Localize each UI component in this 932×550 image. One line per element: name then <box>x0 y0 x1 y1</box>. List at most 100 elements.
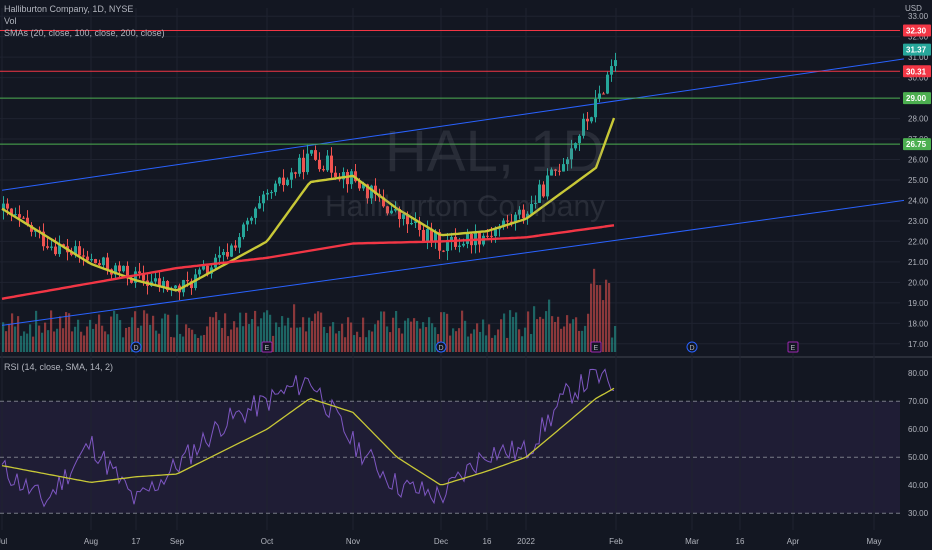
volume-bar <box>524 327 527 352</box>
volume-bar <box>374 324 377 352</box>
volume-bar <box>425 327 428 352</box>
volume-bar <box>83 335 86 352</box>
candle-body <box>74 246 77 255</box>
volume-bar <box>179 333 182 352</box>
volume-bar <box>347 317 350 352</box>
volume-bar <box>230 329 233 352</box>
volume-bar <box>311 321 314 352</box>
candle-body <box>270 192 273 194</box>
volume-bar <box>281 316 284 352</box>
volume-bar <box>203 334 206 352</box>
candle-body <box>318 159 321 170</box>
time-axis-tick: Oct <box>261 537 274 546</box>
volume-bar <box>413 318 416 352</box>
volume-bar <box>596 285 599 352</box>
volume-bar <box>470 333 473 352</box>
volume-bar <box>98 314 101 352</box>
volume-bar <box>62 328 65 352</box>
candle-body <box>274 183 277 193</box>
event-marker-glyph: E <box>265 345 270 352</box>
rsi-axis-tick: 50.00 <box>908 453 929 462</box>
volume-bar <box>575 317 578 352</box>
volume-bar <box>407 318 410 352</box>
volume-bar <box>185 324 188 352</box>
candle-body <box>18 214 21 218</box>
candle-body <box>234 245 237 248</box>
rsi-legend[interactable]: RSI (14, close, SMA, 14, 2) <box>4 362 114 372</box>
candle-body <box>530 203 533 214</box>
volume-bar <box>314 313 317 352</box>
volume-bar <box>527 311 530 352</box>
volume-bar <box>494 335 497 352</box>
candle-body <box>266 192 269 195</box>
time-axis-tick: Sep <box>170 537 185 546</box>
candle-body <box>602 93 605 95</box>
volume-bar <box>77 319 80 352</box>
candle-body <box>238 237 241 248</box>
volume-bar <box>554 321 557 352</box>
candle-body <box>330 155 333 173</box>
time-axis-tick: Mar <box>685 537 699 546</box>
volume-bar <box>242 326 245 352</box>
volume-bar <box>404 320 407 352</box>
volume-legend[interactable]: Vol <box>4 16 17 26</box>
candle-body <box>78 246 81 256</box>
candle-body <box>138 271 141 274</box>
candle-body <box>514 214 517 223</box>
volume-bar <box>158 333 161 352</box>
volume-bar <box>5 331 8 352</box>
volume-bar <box>377 320 380 352</box>
candle-body <box>26 217 29 226</box>
last-price-tag <box>903 43 931 56</box>
candle-body <box>366 184 369 199</box>
volume-bar <box>29 324 32 352</box>
price-axis-tick: 30.00 <box>908 74 929 83</box>
volume-bar <box>221 327 224 352</box>
volume-bar <box>173 337 176 352</box>
volume-bar <box>200 335 203 352</box>
volume-bar <box>65 312 68 352</box>
volume-bar <box>197 337 200 352</box>
volume-bar <box>104 331 107 352</box>
candle-body <box>126 265 129 279</box>
rsi-sma-line <box>1 387 615 486</box>
earnings-marker <box>261 341 273 353</box>
candle-body <box>538 184 541 203</box>
volume-bar <box>365 337 368 352</box>
rsi-line <box>1 368 615 508</box>
candle-body <box>46 246 49 248</box>
symbol-legend[interactable]: Halliburton Company, 1D, NYSE <box>4 4 134 14</box>
volume-bar <box>290 327 293 352</box>
volume-bar <box>416 320 419 352</box>
event-marker-glyph: E <box>594 345 599 352</box>
volume-bar <box>86 326 89 352</box>
sma-legend[interactable]: SMAs (20, close, 100, close, 200, close) <box>4 28 165 38</box>
time-axis-tick: 17 <box>132 537 141 546</box>
volume-bar <box>464 320 467 352</box>
candle-body <box>326 155 329 171</box>
candle-body <box>254 208 257 218</box>
candle-body <box>86 256 89 261</box>
volume-bar <box>2 322 5 352</box>
volume-bar <box>368 330 371 352</box>
volume-bar <box>503 313 506 352</box>
candle-body <box>486 235 489 237</box>
volume-bar <box>488 324 491 352</box>
candle-body <box>218 255 221 258</box>
candle-body <box>2 203 5 211</box>
volume-bar <box>224 313 227 352</box>
candle-body <box>546 175 549 197</box>
volume-bar <box>380 311 383 352</box>
volume-bar <box>131 317 134 352</box>
sma-20-line <box>1 117 616 292</box>
volume-bar <box>257 326 260 352</box>
price-axis-tick: 18.00 <box>908 319 929 328</box>
volume-bar <box>278 327 281 352</box>
candle-body <box>206 265 209 274</box>
candle-body <box>158 278 161 287</box>
volume-bar <box>410 321 413 352</box>
candle-body <box>586 118 589 122</box>
volume-bar <box>110 316 113 352</box>
candle-body <box>258 203 261 209</box>
